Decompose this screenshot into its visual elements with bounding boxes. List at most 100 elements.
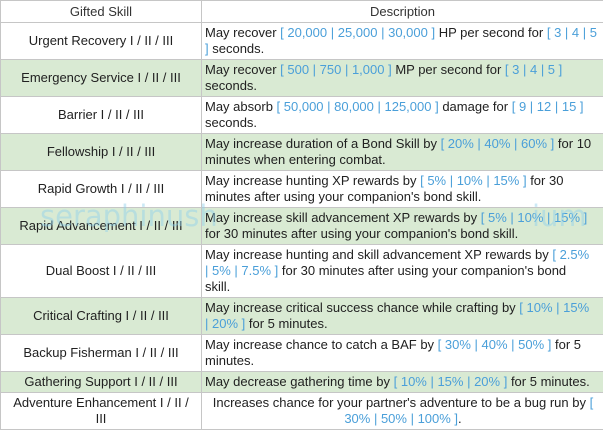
description-text: May recover	[205, 62, 281, 77]
description-line: Increases chance for your partner's adve…	[205, 395, 601, 411]
skill-value-range: [ 3 | 4 | 5	[546, 25, 597, 40]
description-line: May absorb [ 50,000 | 80,000 | 125,000 ]…	[205, 99, 601, 115]
description-cell: May increase critical success chance whi…	[201, 297, 603, 335]
skill-name-cell: Barrier I / II / III	[0, 96, 202, 134]
description-line: seconds.	[205, 78, 601, 94]
table-row: Rapid Advancement I / II / III May increa…	[0, 207, 603, 245]
description-text: for 30 minutes after using your companio…	[278, 263, 567, 278]
description-text: for 5 minutes.	[507, 374, 590, 389]
skill-value-range: [ 20% | 40% | 60% ]	[440, 136, 555, 151]
skill-name: Fellowship I / II / III	[46, 144, 156, 159]
skill-value-range: [ 10% | 15% | 20% ]	[393, 374, 508, 389]
skill-name-cell: Rapid Growth I / II / III	[0, 170, 202, 208]
skill-value-range: [ 50,000 | 80,000 | 125,000 ]	[276, 99, 439, 114]
description-text: May increase hunting and skill advanceme…	[205, 247, 553, 262]
description-line: | 20% ] for 5 minutes.	[205, 316, 601, 332]
skill-name-cell: Critical Crafting I / II / III	[0, 297, 202, 335]
skill-name: Rapid Growth I / II / III	[37, 181, 165, 196]
description-line: minutes after using your companion's bon…	[205, 189, 601, 205]
description-line: minutes when entering combat.	[205, 152, 601, 168]
skill-value-range: ]	[205, 41, 209, 56]
description-cell: May decrease gathering time by [ 10% | 1…	[201, 371, 603, 393]
skill-name: Gathering Support I / II / III	[24, 374, 178, 389]
table-row: Backup Fisherman I / II / III May increas…	[0, 334, 603, 372]
table-row: Dual Boost I / II / III May increase hunt…	[0, 244, 603, 298]
description-line: | 5% | 7.5% ] for 30 minutes after using…	[205, 263, 601, 279]
skill-value-range: [ 2.5%	[552, 247, 590, 262]
header-row: Gifted Skill Description	[0, 0, 603, 23]
skill-name-cell: Emergency Service I / II / III	[0, 59, 202, 97]
skill-value-range: [ 10% | 15%	[519, 300, 590, 315]
column-header-description: Description	[201, 0, 603, 23]
description-line: May increase chance to catch a BAF by [ …	[205, 337, 601, 353]
description-cell: May increase hunting XP rewards by [ 5% …	[201, 170, 603, 208]
skill-name: Adventure Enhancement I / II /	[13, 395, 189, 410]
skill-name-cell: Adventure Enhancement I / II / III	[0, 392, 202, 430]
description-text: for 5	[551, 337, 582, 352]
description-text: .	[458, 411, 462, 426]
skill-value-range: [ 20,000 | 25,000 | 30,000 ]	[280, 25, 436, 40]
skill-value-range: [ 30% | 40% | 50% ]	[437, 337, 552, 352]
skill-value-range: | 5% | 7.5% ]	[205, 263, 279, 278]
skill-value-range: [	[589, 395, 594, 410]
skill-value-range: [ 500 | 750 | 1,000 ]	[280, 62, 392, 77]
description-text: May decrease gathering time by	[205, 374, 394, 389]
table-row: Urgent Recovery I / II / III May recover …	[0, 22, 603, 60]
skill-name: Backup Fisherman I / II / III	[23, 345, 179, 360]
skill-name-cell: Rapid Advancement I / II / III	[0, 207, 202, 245]
description-line: May increase critical success chance whi…	[205, 300, 601, 316]
skill-name-cell: Gathering Support I / II / III	[0, 371, 202, 393]
table-body: Urgent Recovery I / II / III May recover …	[0, 22, 603, 430]
description-line: 30% | 50% | 100% ].	[205, 411, 601, 427]
skill-value-range: [ 3 | 4 | 5 ]	[504, 62, 563, 77]
description-cell: May increase chance to catch a BAF by [ …	[201, 334, 603, 372]
table-row: Gathering Support I / II / III May decrea…	[0, 371, 603, 393]
description-line: minutes.	[205, 353, 601, 369]
description-text: Increases chance for your partner's adve…	[212, 395, 590, 410]
skill-name-cell: Dual Boost I / II / III	[0, 244, 202, 298]
description-text: skill.	[205, 279, 231, 294]
description-cell: May increase skill advancement XP reward…	[201, 207, 603, 245]
skill-name-cell: Urgent Recovery I / II / III	[0, 22, 202, 60]
skill-name-cell: Backup Fisherman I / II / III	[0, 334, 202, 372]
description-text: for 10	[554, 136, 592, 151]
table-row: Emergency Service I / II / III May recove…	[0, 59, 603, 97]
description-text: May increase skill advancement XP reward…	[205, 210, 481, 225]
description-text: for 30	[526, 173, 564, 188]
description-text: May increase chance to catch a BAF by	[205, 337, 438, 352]
description-text: May increase hunting XP rewards by	[205, 173, 421, 188]
description-text: damage for	[438, 99, 512, 114]
skill-name: Urgent Recovery I / II / III	[28, 33, 174, 48]
description-line: May recover [ 500 | 750 | 1,000 ] MP per…	[205, 62, 601, 78]
description-cell: May increase hunting and skill advanceme…	[201, 244, 603, 298]
description-cell: May increase duration of a Bond Skill by…	[201, 133, 603, 171]
description-text: minutes when entering combat.	[205, 152, 386, 167]
description-text: May increase duration of a Bond Skill by	[205, 136, 441, 151]
table-row: Rapid Growth I / II / III May increase hu…	[0, 170, 603, 208]
skill-name: Critical Crafting I / II / III	[33, 308, 169, 323]
table-row: Fellowship I / II / III May increase dura…	[0, 133, 603, 171]
skill-name: Rapid Advancement I / II / III	[19, 218, 183, 233]
skill-value-range: | 20% ]	[205, 316, 246, 331]
description-line: May decrease gathering time by [ 10% | 1…	[205, 374, 601, 390]
description-cell: May recover [ 500 | 750 | 1,000 ] MP per…	[201, 59, 603, 97]
description-line: May increase hunting and skill advanceme…	[205, 247, 601, 263]
table-row: Barrier I / II / III May absorb [ 50,000 …	[0, 96, 603, 134]
column-header-skill: Gifted Skill	[0, 0, 202, 23]
skill-name: III	[95, 411, 107, 426]
skill-value-range: [ 9 | 12 | 15 ]	[511, 99, 584, 114]
description-text: minutes.	[205, 353, 255, 368]
description-text: HP per second for	[435, 25, 547, 40]
table-header: Gifted Skill Description	[0, 0, 603, 23]
description-cell: May recover [ 20,000 | 25,000 | 30,000 ]…	[201, 22, 603, 60]
description-line: for 30 minutes after using your companio…	[205, 226, 601, 242]
description-line: ] seconds.	[205, 41, 601, 57]
table-row: Critical Crafting I / II / III May increa…	[0, 297, 603, 335]
skill-value-range: [ 5% | 10% | 15% ]	[480, 210, 588, 225]
description-text: May absorb	[205, 99, 277, 114]
skill-value-range: [ 5% | 10% | 15% ]	[420, 173, 527, 188]
description-text: May increase critical success chance whi…	[205, 300, 520, 315]
description-text: MP per second for	[391, 62, 505, 77]
description-cell: Increases chance for your partner's adve…	[201, 392, 603, 430]
